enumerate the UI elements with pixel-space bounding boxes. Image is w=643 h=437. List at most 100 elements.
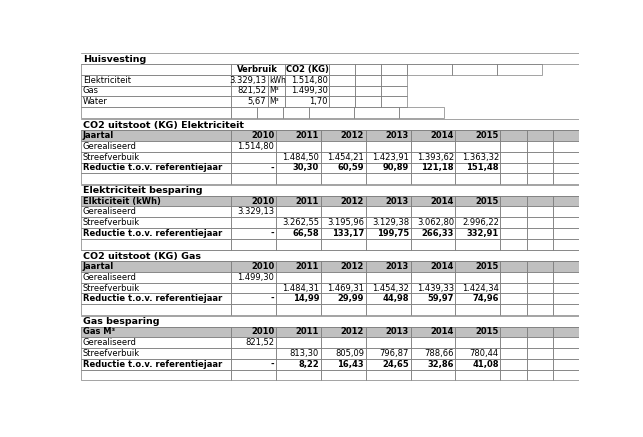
Bar [81,272,231,283]
Bar [500,294,527,304]
Bar [527,196,552,206]
Bar [410,337,455,348]
Bar [552,217,579,228]
Text: 1.469,31: 1.469,31 [327,284,364,292]
Bar [276,294,321,304]
Text: 133,17: 133,17 [332,229,364,238]
Bar [527,228,552,239]
Bar [329,96,355,107]
Bar [231,141,276,152]
Bar [268,86,285,96]
Bar [231,217,276,228]
Bar [552,163,579,173]
Text: Streefverbuik: Streefverbuik [83,153,140,162]
Bar [527,370,552,381]
Bar [500,217,527,228]
Bar [268,96,285,107]
Bar [455,348,500,359]
Text: -: - [271,295,274,303]
Bar [276,217,321,228]
Bar [81,96,231,107]
Bar [321,163,366,173]
Bar [527,206,552,217]
Bar [321,217,366,228]
Text: Elkticiteit (kWh): Elkticiteit (kWh) [83,197,161,205]
Bar [231,96,268,107]
Bar [455,239,500,250]
Bar [321,294,366,304]
Bar [321,326,366,337]
Bar [527,163,552,173]
Bar [276,370,321,381]
Bar [321,359,366,370]
Bar [410,130,455,141]
Bar [276,163,321,173]
Text: Streefverbuik: Streefverbuik [83,284,140,292]
Text: 1.499,30: 1.499,30 [237,273,274,282]
Bar [455,152,500,163]
Bar [381,64,408,75]
Bar [81,272,231,283]
Bar [81,206,231,217]
Bar [552,370,579,381]
Bar [321,130,366,141]
Bar [455,196,500,206]
Text: Reductie t.o.v. referentiejaar: Reductie t.o.v. referentiejaar [83,229,222,238]
Text: -: - [271,163,274,173]
Bar [500,141,527,152]
Bar [81,173,231,184]
Bar [321,163,366,173]
Bar [231,261,276,272]
Text: 813,30: 813,30 [290,349,319,358]
Bar [276,173,321,184]
Text: 2012: 2012 [341,197,364,205]
Bar [410,152,455,163]
Bar [321,272,366,283]
Bar [455,283,500,294]
Bar [455,261,500,272]
Text: 14,99: 14,99 [293,295,319,303]
Bar [276,348,321,359]
Bar [231,261,276,272]
Bar [410,348,455,359]
Bar [321,337,366,348]
Bar [410,283,455,294]
Text: 2010: 2010 [251,262,274,271]
Bar [366,283,410,294]
Bar [366,130,410,141]
Bar [381,64,408,75]
Bar [366,196,410,206]
Bar [527,348,552,359]
Bar [231,370,276,381]
Bar [500,272,527,283]
Bar [527,359,552,370]
Bar [552,283,579,294]
Bar [455,206,500,217]
Text: 3.129,38: 3.129,38 [372,218,409,227]
Text: 788,66: 788,66 [424,349,454,358]
Bar [500,304,527,315]
Bar [366,261,410,272]
Bar [500,130,527,141]
Text: 2014: 2014 [431,131,454,140]
Text: M³: M³ [269,87,279,95]
Bar [321,206,366,217]
Text: Verbruik: Verbruik [237,65,278,74]
Bar [231,283,276,294]
Bar [81,75,231,86]
Bar [399,107,444,118]
Text: 1.484,31: 1.484,31 [282,284,319,292]
Bar [81,304,231,315]
Bar [321,283,366,294]
Text: 32,86: 32,86 [428,360,454,369]
Bar [231,75,268,86]
Text: CO2 uitstoot (KG) Gas: CO2 uitstoot (KG) Gas [83,252,201,261]
Bar [231,86,268,96]
Text: 2014: 2014 [431,327,454,336]
Text: 2015: 2015 [476,327,499,336]
Bar [500,261,527,272]
Bar [276,196,321,206]
Bar [527,173,552,184]
Text: 74,96: 74,96 [473,295,499,303]
Text: 1.514,80: 1.514,80 [237,142,274,151]
